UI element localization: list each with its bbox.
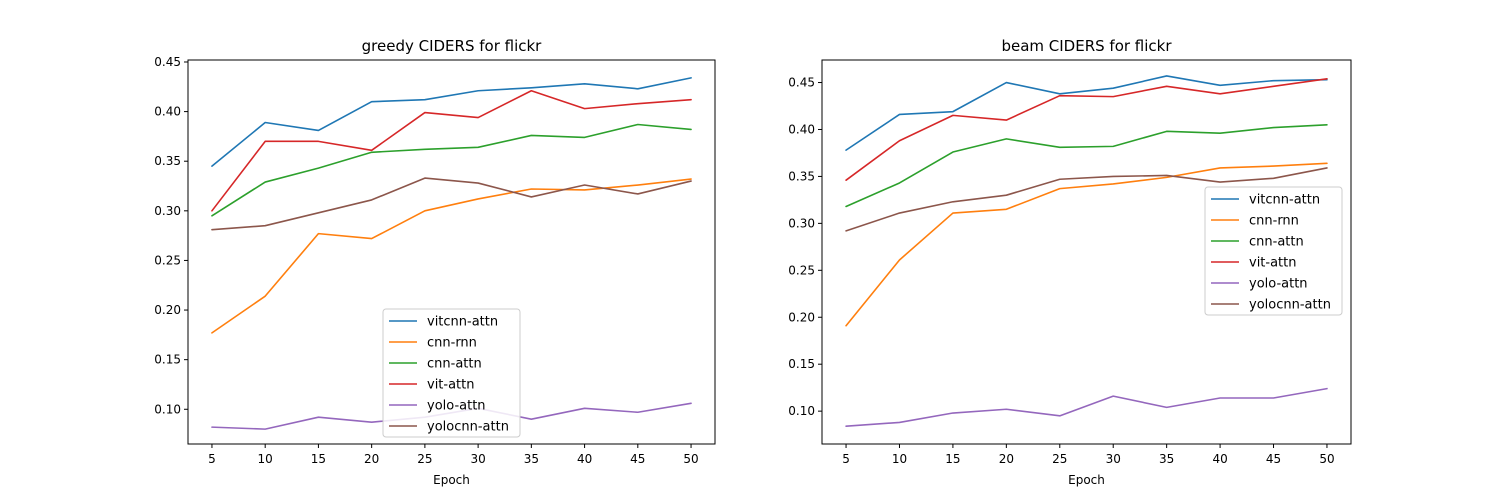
- x-axis-label: Epoch: [1068, 473, 1105, 487]
- x-axis-label: Epoch: [433, 473, 470, 487]
- legend-label: vitcnn-attn: [1249, 193, 1320, 208]
- y-tick-label: 0.10: [154, 402, 181, 416]
- x-tick-label: 30: [1106, 452, 1121, 466]
- x-tick-label: 25: [417, 452, 432, 466]
- series-line-vit-attn: [845, 77, 1328, 181]
- series-line-vitcnn-attn: [845, 75, 1328, 151]
- series-line-cnn-attn: [211, 123, 692, 217]
- y-tick-label: 0.35: [154, 154, 181, 168]
- y-tick-label: 0.20: [154, 303, 181, 317]
- legend-label: yolocnn-attn: [1249, 298, 1331, 313]
- y-tick-label: 0.30: [154, 204, 181, 218]
- chart-title: greedy CIDERS for flickr: [362, 37, 543, 55]
- y-tick-label: 0.25: [788, 263, 815, 277]
- greedy-ciders-chart: greedy CIDERS for flickr 5 10 15 20 25 30 35 40 4…: [154, 37, 716, 487]
- plot-area: [187, 59, 716, 445]
- legend-label: yolo-attn: [427, 399, 486, 414]
- x-tick-label: 40: [1212, 452, 1227, 466]
- series-line-yolocnn-attn: [211, 177, 692, 231]
- legend-box: [382, 308, 521, 438]
- x-tick-label: 5: [842, 452, 850, 466]
- legend-label: cnn-rnn: [1249, 214, 1299, 229]
- x-tick-label: 20: [999, 452, 1014, 466]
- y-tick-label: 0.15: [154, 353, 181, 367]
- series-line-cnn-rnn: [211, 178, 692, 334]
- x-tick-label: 15: [945, 452, 960, 466]
- series-line-vit-attn: [211, 89, 692, 212]
- y-tick-label: 0.10: [788, 404, 815, 418]
- x-tick-label: 40: [577, 452, 592, 466]
- y-tick-label: 0.30: [788, 216, 815, 230]
- legend-box: [1204, 186, 1343, 316]
- x-tick-label: 35: [1159, 452, 1174, 466]
- y-tick-label: 0.40: [788, 122, 815, 136]
- series-line-yolo-attn: [845, 387, 1328, 427]
- x-tick-label: 50: [683, 452, 698, 466]
- x-tick-label: 45: [1266, 452, 1281, 466]
- x-tick-label: 20: [364, 452, 379, 466]
- y-tick-label: 0.20: [788, 310, 815, 324]
- legend-label: vit-attn: [1249, 256, 1297, 271]
- y-tick-label: 0.45: [154, 55, 181, 69]
- x-tick-label: 50: [1319, 452, 1334, 466]
- x-tick-label: 45: [630, 452, 645, 466]
- series-line-cnn-rnn: [845, 162, 1328, 327]
- series-line-vitcnn-attn: [211, 77, 692, 167]
- x-tick-label: 10: [892, 452, 907, 466]
- chart-title: beam CIDERS for flickr: [1001, 37, 1172, 55]
- x-tick-label: 10: [258, 452, 273, 466]
- plot-area: [821, 59, 1352, 445]
- x-tick-label: 15: [311, 452, 326, 466]
- legend-label: yolocnn-attn: [427, 420, 509, 435]
- y-tick-label: 0.40: [154, 105, 181, 119]
- legend-label: yolo-attn: [1249, 277, 1308, 292]
- series-line-cnn-attn: [845, 123, 1328, 208]
- legend-label: cnn-rnn: [427, 336, 477, 351]
- legend: vitcnn-attn cnn-rnn cnn-attn vit-attn yolo-a…: [382, 308, 521, 438]
- x-tick-label: 5: [208, 452, 216, 466]
- x-tick-label: 35: [524, 452, 539, 466]
- legend-label: vit-attn: [427, 378, 475, 393]
- series-line-yolocnn-attn: [845, 167, 1328, 232]
- y-tick-label: 0.35: [788, 169, 815, 183]
- y-tick-label: 0.15: [788, 357, 815, 371]
- x-tick-label: 25: [1052, 452, 1067, 466]
- y-tick-label: 0.25: [154, 253, 181, 267]
- legend-label: cnn-attn: [427, 357, 482, 372]
- legend-label: vitcnn-attn: [427, 315, 498, 330]
- beam-ciders-chart: beam CIDERS for flickr 5 10 15 20 25 30 35 40 45 5…: [788, 37, 1352, 487]
- legend: vitcnn-attn cnn-rnn cnn-attn vit-attn yolo-a…: [1204, 186, 1343, 316]
- x-tick-label: 30: [470, 452, 485, 466]
- y-tick-label: 0.45: [788, 76, 815, 90]
- legend-label: cnn-attn: [1249, 235, 1304, 250]
